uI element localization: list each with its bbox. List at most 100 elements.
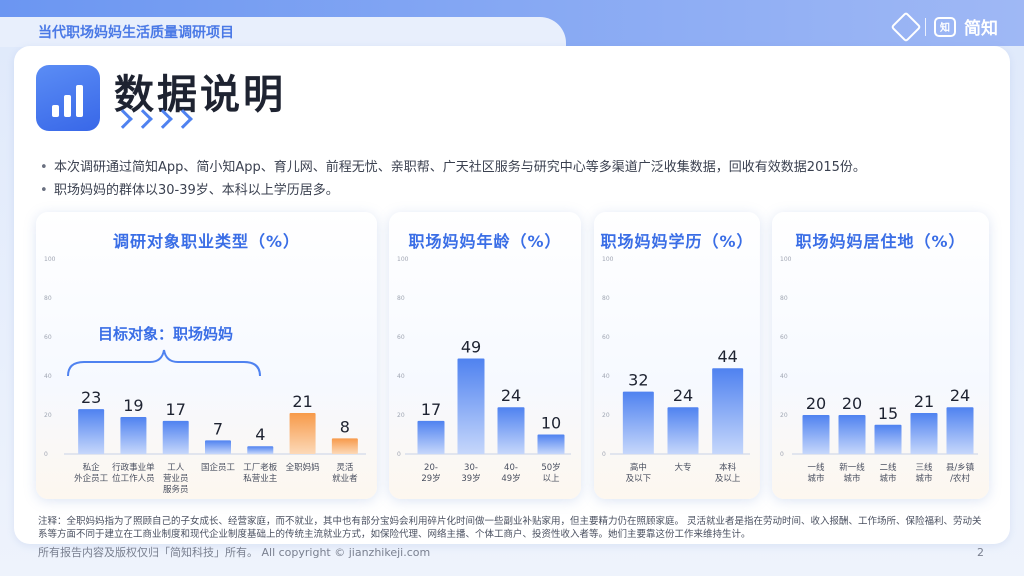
bar: [120, 416, 147, 454]
jianzhi-logo-icon: 知: [934, 16, 956, 37]
category-label: 国企员工: [201, 462, 236, 473]
target-annotation: 目标对象：职场妈妈: [98, 325, 234, 343]
y-tick-label: 40: [397, 373, 405, 380]
category-label: 30-39岁: [461, 463, 480, 484]
chart-title: 职场妈妈年龄（%）: [408, 232, 562, 251]
category-label: 一线城市: [807, 462, 825, 484]
data-label: 20: [806, 394, 826, 413]
y-tick-label: 40: [602, 373, 610, 380]
bar: [331, 438, 358, 454]
bar: [497, 407, 525, 454]
copyright: 所有报告内容及版权仅归「简知科技」所有。 All copyright © jia…: [38, 546, 431, 559]
residence-chart: 0 20 40 60 80 100 20 一线城市 20 新一线城市 15 二线城市 21 三线城市 24 县…: [780, 256, 978, 484]
category-label: 县/乡镇/农村: [946, 462, 975, 484]
category-label: 大专: [674, 462, 691, 473]
y-tick-label: 80: [602, 295, 610, 302]
brand-divider: [925, 17, 926, 36]
note-item: 职场妈妈的群体以30-39岁、本科以上学历居多。: [40, 179, 866, 202]
bar: [802, 415, 830, 454]
data-label: 17: [421, 400, 441, 419]
y-tick-label: 0: [44, 451, 48, 458]
organization-logo-icon: [890, 10, 922, 43]
bar: [537, 434, 565, 454]
bar: [289, 413, 316, 454]
y-tick-label: 60: [44, 334, 52, 341]
data-label: 24: [950, 386, 970, 405]
data-label: 4: [255, 425, 265, 444]
brand-area: 知 简知: [890, 10, 998, 43]
data-label: 7: [213, 419, 223, 438]
y-tick-label: 60: [397, 334, 405, 341]
y-tick-label: 20: [780, 412, 788, 419]
y-tick-label: 60: [602, 334, 610, 341]
bar: [247, 446, 274, 454]
category-label: 三线城市: [915, 462, 933, 484]
category-label: 工厂老板私营业主: [243, 462, 278, 484]
data-label: 21: [914, 392, 934, 411]
page-title: 数据说明: [114, 72, 286, 118]
chart-panel-occupation: 调研对象职业类型（%） 0 20 40 60 80 100 23 私企外企员工 19 行政事业单位…: [36, 212, 377, 499]
bar: [78, 409, 105, 454]
category-label: 40-49岁: [501, 463, 520, 484]
category-label: 20-29岁: [421, 463, 440, 484]
chart-panel-residence: 职场妈妈居住地（%） 0 20 40 60 80 100 20 一线城市 20 新一线城市 15 二线…: [772, 212, 989, 499]
data-label: 24: [673, 386, 693, 405]
data-label: 10: [541, 414, 561, 433]
chart-title: 职场妈妈学历（%）: [600, 232, 754, 251]
data-label: 32: [628, 371, 648, 390]
y-tick-label: 100: [602, 256, 614, 263]
category-label: 私企外企员工: [74, 462, 109, 484]
y-tick-label: 80: [397, 295, 405, 302]
note-item: 本次调研通过简知App、简小知App、育儿网、前程无忧、亲职帮、广天社区服务与研…: [40, 156, 866, 179]
footnote: 注释：全职妈妈指为了照顾自己的子女成长、经营家庭，而不就业，其中也有部分宝妈会利…: [38, 516, 982, 540]
data-label: 17: [166, 400, 186, 419]
education-chart: 0 20 40 60 80 100 32 高中及以下 24 大专 44 本科及以上: [602, 256, 750, 484]
y-tick-label: 80: [44, 295, 52, 302]
y-tick-label: 20: [397, 412, 405, 419]
chevron-right-icon: [113, 109, 194, 129]
y-tick-label: 100: [44, 256, 56, 263]
bar-chart-icon: [36, 65, 100, 131]
bar: [457, 358, 485, 454]
header-tab: [0, 17, 566, 47]
category-label: 二线城市: [879, 462, 897, 484]
annotation-bracket: [67, 349, 261, 377]
y-tick-label: 40: [780, 373, 788, 380]
bar: [838, 415, 866, 454]
bar: [712, 368, 744, 454]
occupation-chart: 0 20 40 60 80 100 23 私企外企员工 19 行政事业单位工作人员 17 工人营业员服…: [44, 256, 366, 495]
y-tick-label: 60: [780, 334, 788, 341]
bar: [910, 413, 938, 454]
data-label: 19: [123, 396, 143, 415]
chart-panel-age: 职场妈妈年龄（%） 0 20 40 60 80 100 17 20-29岁 49 30-39岁 24…: [389, 212, 581, 499]
data-label: 49: [461, 337, 481, 356]
category-label: 本科及以上: [715, 462, 741, 484]
category-label: 工人营业员服务员: [163, 463, 189, 495]
category-label: 行政事业单位工作人员: [112, 462, 155, 484]
brand-name: 简知: [964, 19, 998, 39]
y-tick-label: 40: [44, 373, 52, 380]
data-label: 44: [717, 347, 737, 366]
age-chart: 0 20 40 60 80 100 17 20-29岁 49 30-39岁 24 40-49岁 10 50…: [397, 256, 571, 484]
data-label: 21: [292, 392, 312, 411]
chart-title: 调研对象职业类型（%）: [112, 232, 301, 251]
chart-title: 职场妈妈居住地（%）: [795, 232, 966, 251]
category-label: 50岁以上: [541, 462, 560, 484]
category-label: 高中及以下: [626, 462, 652, 484]
bar: [946, 407, 974, 454]
bar: [205, 440, 231, 454]
data-label: 15: [878, 404, 898, 423]
bar: [874, 424, 902, 454]
notes-list: 本次调研通过简知App、简小知App、育儿网、前程无忧、亲职帮、广天社区服务与研…: [40, 156, 866, 202]
bar: [667, 407, 699, 454]
bar: [162, 420, 189, 454]
data-label: 8: [340, 417, 350, 436]
page-number: 2: [977, 546, 984, 559]
y-tick-label: 0: [780, 451, 784, 458]
data-label: 20: [842, 394, 862, 413]
y-tick-label: 100: [397, 256, 409, 263]
bar: [417, 420, 445, 454]
report-title: 当代职场妈妈生活质量调研项目: [38, 25, 234, 41]
category-label: 灵活就业者: [332, 462, 358, 484]
category-label: 新一线城市: [839, 462, 865, 484]
